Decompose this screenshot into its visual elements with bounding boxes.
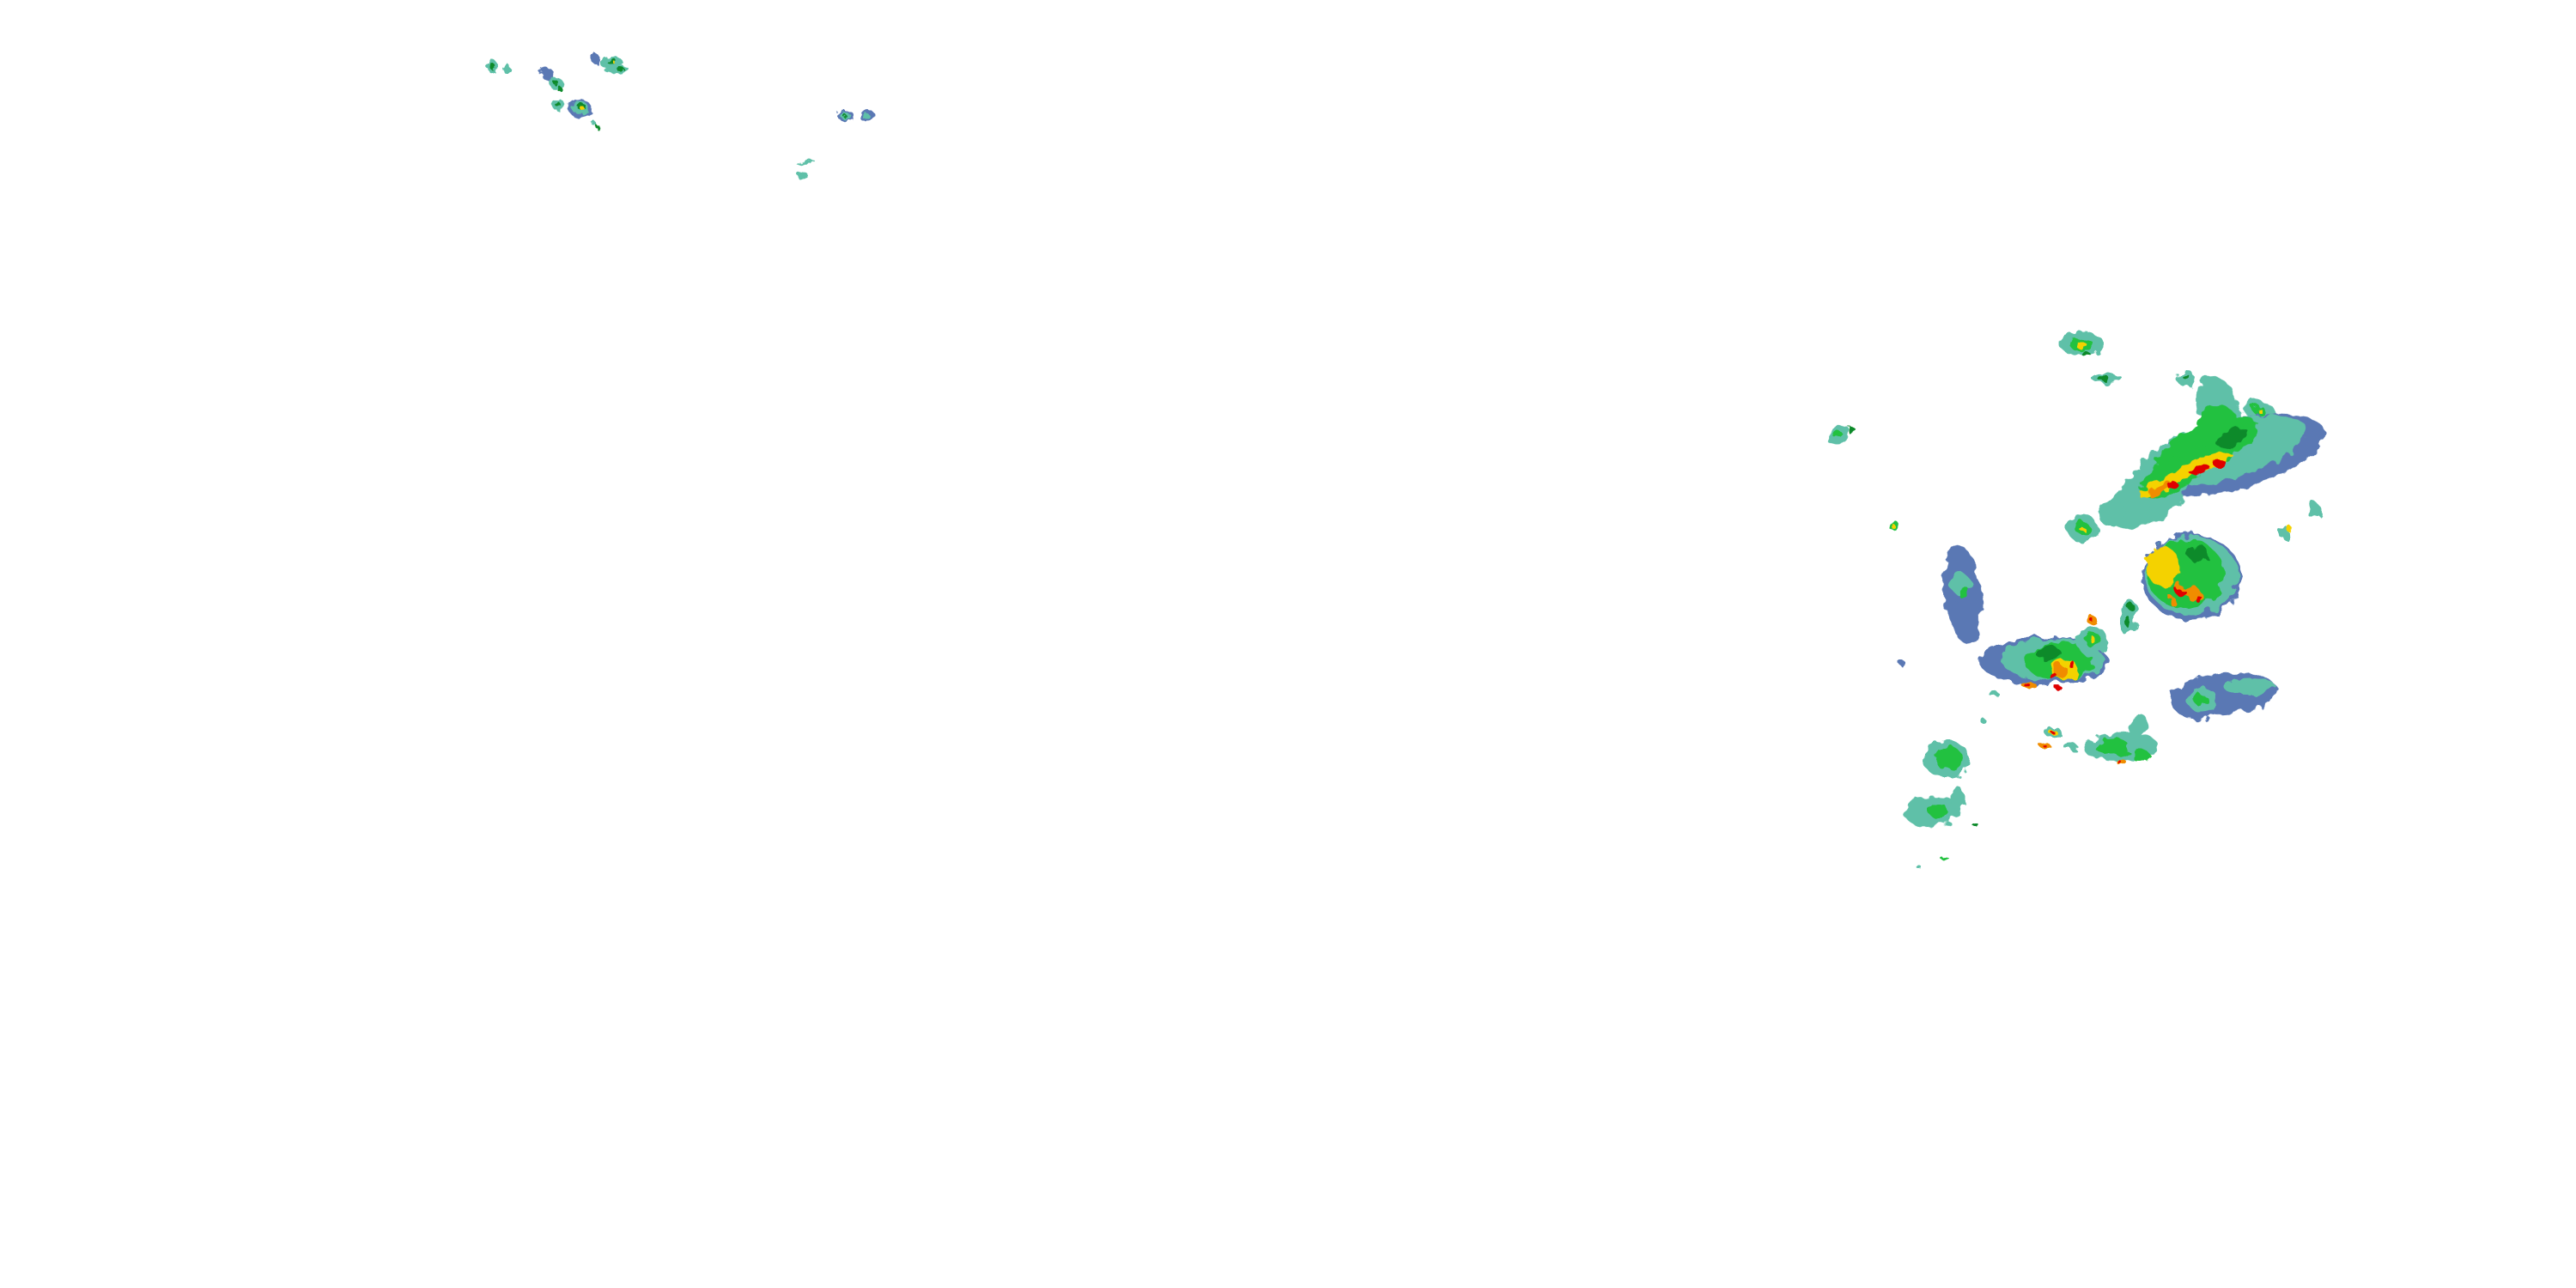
echo-teal (2129, 714, 2148, 738)
echo-green (2132, 749, 2149, 762)
echo-dark-green (2128, 604, 2135, 611)
echo-green (2194, 694, 2208, 706)
echo-yellow (2080, 526, 2085, 532)
echo-teal (1981, 719, 1986, 724)
echo-red (2194, 596, 2202, 601)
echo-orange (2054, 665, 2068, 678)
echo-orange (2149, 480, 2170, 499)
echo-teal (798, 159, 813, 166)
echo-yellow (2145, 546, 2181, 587)
echo-red (2166, 482, 2178, 489)
echo-green (1929, 805, 1949, 818)
echo-yellow (2090, 636, 2095, 643)
echo-dark-green (2182, 374, 2189, 379)
echo-red (2117, 760, 2121, 763)
echo-red (2190, 465, 2210, 475)
echo-orange (2169, 597, 2176, 605)
echo-green (1935, 746, 1962, 770)
echo-green (1941, 857, 1949, 860)
echo-green (2095, 738, 2129, 756)
echo-dark-green (2215, 428, 2250, 448)
echo-yellow (1893, 525, 1896, 530)
echo-teal (861, 113, 870, 118)
echo-teal (797, 173, 809, 179)
echo-teal (2178, 370, 2195, 387)
echo-dark-green (554, 81, 559, 86)
precipitation-cells (487, 53, 2324, 869)
echo-yellow (2256, 407, 2261, 412)
echo-dark-green (2082, 352, 2091, 357)
echo-light-blue (1899, 661, 1906, 666)
echo-dark-green (557, 87, 562, 92)
echo-dark-green (1848, 428, 1856, 434)
echo-dark-green (556, 102, 561, 107)
echo-teal (1951, 787, 1965, 811)
echo-red (2042, 743, 2045, 746)
echo-red (2213, 460, 2227, 467)
echo-yellow (2076, 341, 2087, 349)
echo-dark-green (616, 67, 624, 70)
echo-dark-green (1971, 823, 1978, 826)
echo-teal (2308, 502, 2320, 519)
echo-dark-green (2124, 617, 2131, 627)
echo-red (2090, 618, 2093, 622)
echo-light-blue (1952, 592, 1981, 644)
echo-yellow (613, 61, 617, 64)
echo-teal (2099, 500, 2126, 527)
echo-green (1958, 586, 1970, 598)
echo-light-blue (540, 66, 554, 82)
echo-red (2056, 686, 2063, 691)
echo-teal (503, 64, 510, 74)
echo-dark-green (2035, 646, 2061, 659)
echo-dark-green (843, 114, 847, 118)
echo-dark-green (594, 125, 601, 130)
echo-teal (2064, 744, 2078, 750)
echo-red (2024, 682, 2029, 687)
echo-yellow (580, 106, 585, 111)
echo-dark-green (2098, 376, 2110, 381)
echo-red (2051, 674, 2058, 681)
echo-red (2050, 730, 2054, 733)
echo-teal (2224, 678, 2275, 696)
echo-yellow (2287, 526, 2292, 532)
echo-dark-green (2188, 545, 2208, 562)
echo-red (2176, 589, 2186, 596)
echo-teal (590, 120, 595, 124)
echo-dark-green (489, 63, 495, 70)
echo-red (2069, 661, 2075, 668)
echo-teal (1989, 691, 1999, 696)
echo-green (1832, 431, 1843, 438)
echo-teal (1917, 866, 1922, 869)
echo-light-blue (591, 53, 599, 64)
